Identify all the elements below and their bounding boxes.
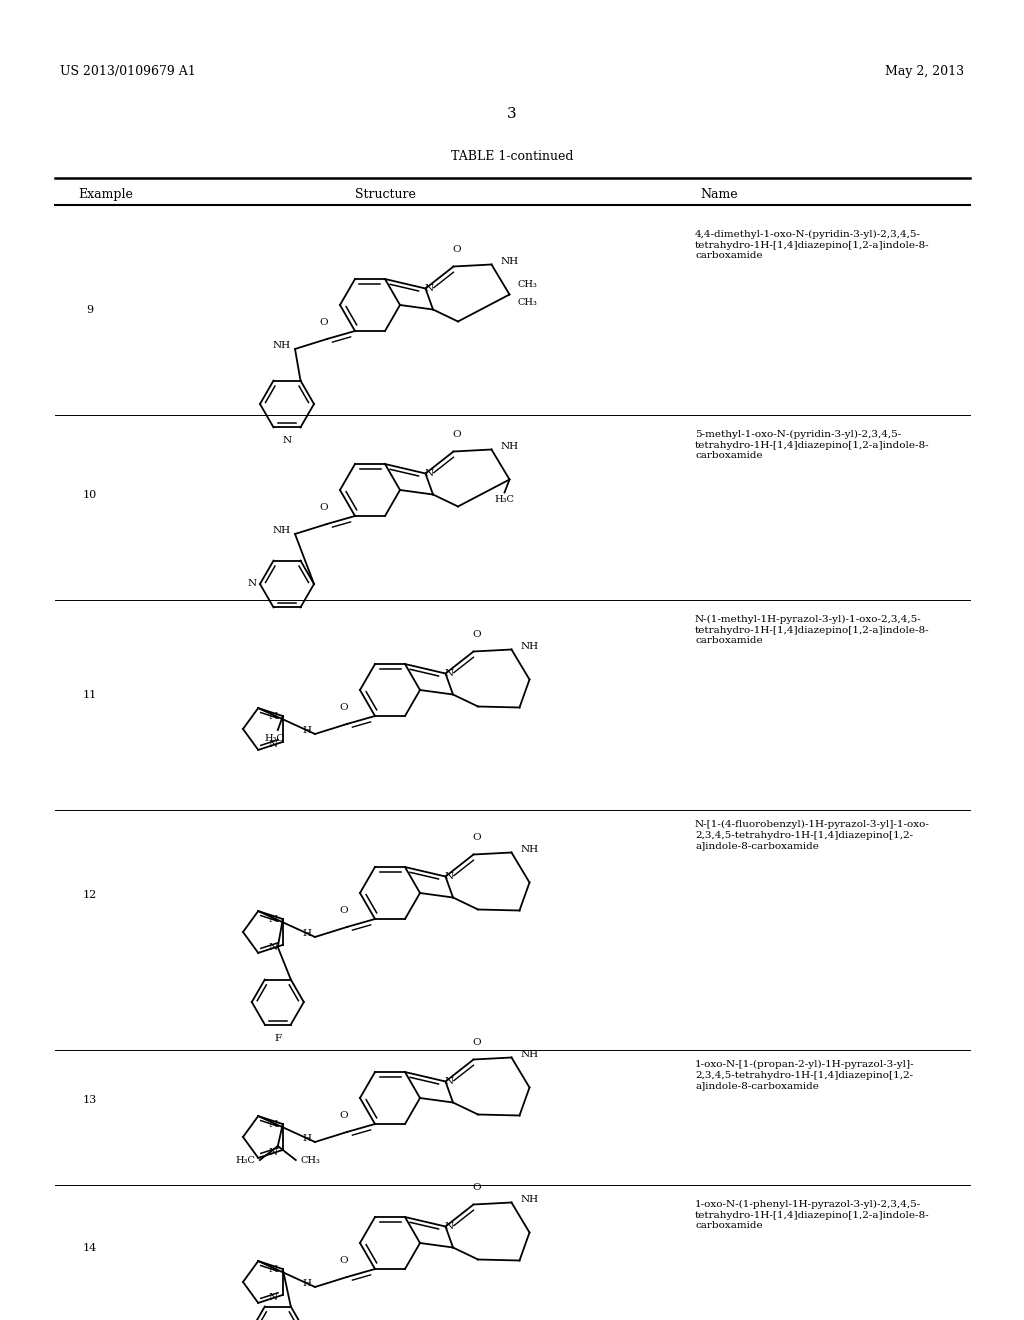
Text: N: N — [283, 437, 292, 445]
Text: NH: NH — [272, 527, 291, 536]
Text: Name: Name — [700, 187, 737, 201]
Text: 5-methyl-1-oxo-N-(pyridin-3-yl)-2,3,4,5-
tetrahydro-1H-[1,4]diazepino[1,2-a]indo: 5-methyl-1-oxo-N-(pyridin-3-yl)-2,3,4,5-… — [695, 430, 930, 459]
Text: CH₃: CH₃ — [301, 1155, 321, 1164]
Text: N: N — [268, 915, 278, 924]
Text: 12: 12 — [83, 890, 97, 900]
Text: O: O — [472, 1183, 481, 1192]
Text: NH: NH — [501, 257, 518, 267]
Text: 1-oxo-N-[1-(propan-2-yl)-1H-pyrazol-3-yl]-
2,3,4,5-tetrahydro-1H-[1,4]diazepino[: 1-oxo-N-[1-(propan-2-yl)-1H-pyrazol-3-yl… — [695, 1060, 914, 1090]
Text: NH: NH — [520, 1195, 539, 1204]
Text: O: O — [340, 1111, 348, 1121]
Text: N-[1-(4-fluorobenzyl)-1H-pyrazol-3-yl]-1-oxo-
2,3,4,5-tetrahydro-1H-[1,4]diazepi: N-[1-(4-fluorobenzyl)-1H-pyrazol-3-yl]-1… — [695, 820, 930, 850]
Text: 14: 14 — [83, 1243, 97, 1253]
Text: N: N — [268, 1294, 278, 1303]
Text: H: H — [302, 1279, 311, 1288]
Text: N: N — [445, 669, 454, 678]
Text: H: H — [302, 726, 311, 735]
Text: 10: 10 — [83, 490, 97, 500]
Text: 1-oxo-N-(1-phenyl-1H-pyrazol-3-yl)-2,3,4,5-
tetrahydro-1H-[1,4]diazepino[1,2-a]i: 1-oxo-N-(1-phenyl-1H-pyrazol-3-yl)-2,3,4… — [695, 1200, 930, 1230]
Text: O: O — [472, 630, 481, 639]
Text: NH: NH — [520, 1049, 539, 1059]
Text: O: O — [472, 1038, 481, 1047]
Text: N: N — [425, 469, 434, 478]
Text: O: O — [340, 907, 348, 916]
Text: F: F — [274, 1034, 282, 1043]
Text: Structure: Structure — [355, 187, 416, 201]
Text: N: N — [425, 284, 434, 293]
Text: NH: NH — [520, 845, 539, 854]
Text: N: N — [445, 873, 454, 880]
Text: O: O — [319, 503, 329, 512]
Text: N: N — [268, 741, 278, 750]
Text: H: H — [302, 929, 311, 939]
Text: O: O — [340, 1257, 348, 1266]
Text: O: O — [472, 833, 481, 842]
Text: O: O — [453, 246, 461, 253]
Text: 11: 11 — [83, 690, 97, 700]
Text: TABLE 1-continued: TABLE 1-continued — [451, 150, 573, 162]
Text: N: N — [268, 944, 278, 953]
Text: N: N — [268, 1119, 278, 1129]
Text: US 2013/0109679 A1: US 2013/0109679 A1 — [60, 65, 196, 78]
Text: NH: NH — [501, 442, 518, 451]
Text: H₃C: H₃C — [234, 1155, 255, 1164]
Text: N: N — [445, 1222, 454, 1232]
Text: N-(1-methyl-1H-pyrazol-3-yl)-1-oxo-2,3,4,5-
tetrahydro-1H-[1,4]diazepino[1,2-a]i: N-(1-methyl-1H-pyrazol-3-yl)-1-oxo-2,3,4… — [695, 615, 930, 645]
Text: N: N — [268, 1148, 278, 1158]
Text: CH₃: CH₃ — [517, 280, 538, 289]
Text: H₃C: H₃C — [495, 495, 514, 504]
Text: NH: NH — [272, 342, 291, 351]
Text: 3: 3 — [507, 107, 517, 121]
Text: O: O — [340, 704, 348, 713]
Text: CH₃: CH₃ — [517, 298, 538, 308]
Text: 13: 13 — [83, 1096, 97, 1105]
Text: N: N — [268, 1265, 278, 1274]
Text: H₃C: H₃C — [265, 734, 285, 743]
Text: N: N — [268, 711, 278, 721]
Text: O: O — [319, 318, 329, 327]
Text: 9: 9 — [86, 305, 93, 315]
Text: Example: Example — [78, 187, 133, 201]
Text: NH: NH — [520, 642, 539, 651]
Text: May 2, 2013: May 2, 2013 — [885, 65, 964, 78]
Text: 4,4-dimethyl-1-oxo-N-(pyridin-3-yl)-2,3,4,5-
tetrahydro-1H-[1,4]diazepino[1,2-a]: 4,4-dimethyl-1-oxo-N-(pyridin-3-yl)-2,3,… — [695, 230, 930, 260]
Text: O: O — [453, 430, 461, 440]
Text: N: N — [445, 1077, 454, 1086]
Text: N: N — [248, 579, 257, 589]
Text: H: H — [302, 1134, 311, 1143]
